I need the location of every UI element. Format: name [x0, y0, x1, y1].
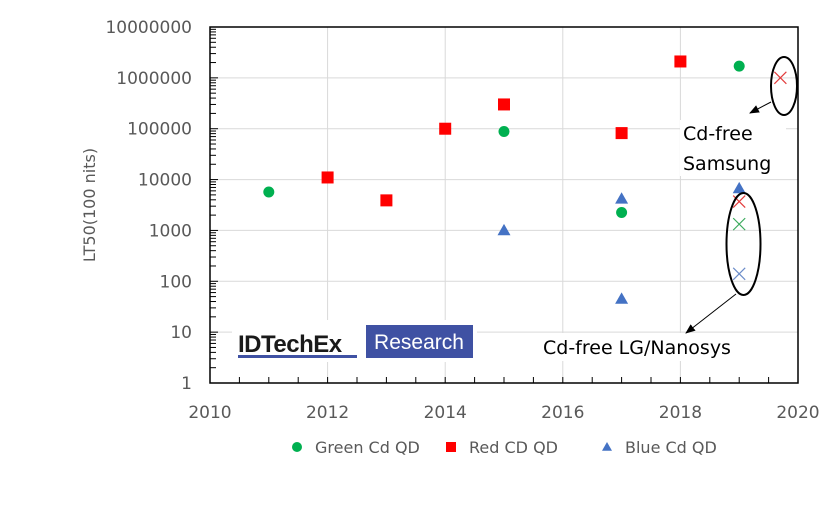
idtechex-logo: IDTechEx Research — [232, 320, 477, 362]
blue-cd-qd-point — [615, 292, 629, 304]
legend-marker-square — [446, 442, 456, 452]
legend: Green Cd QD Red CD QD Blue Cd QD — [292, 438, 717, 457]
x-tick-label: 2018 — [659, 403, 702, 423]
y-tick-label: 1000 — [149, 221, 192, 241]
annotation-lg-bg — [540, 333, 764, 361]
legend-marker-circle — [292, 442, 302, 452]
logo-name: IDTechEx — [238, 331, 343, 358]
y-tick-label: 10000 — [138, 171, 192, 191]
x-tick-label: 2016 — [541, 403, 584, 423]
legend-label: Green Cd QD — [315, 438, 420, 457]
lg-callout-ellipse — [725, 192, 762, 296]
x-tick-label: 2020 — [776, 403, 819, 423]
x-tick-label: 2010 — [188, 403, 231, 423]
x-tick-label: 2014 — [424, 403, 467, 423]
y-tick-label: 10 — [170, 323, 192, 343]
green-cd-qd-point — [616, 207, 628, 219]
legend-item-green-cd-qd: Green Cd QD — [292, 438, 420, 457]
red-cd-qd-point — [380, 194, 393, 207]
samsung-callout-ellipse — [770, 56, 798, 116]
red-cd-qd-point — [439, 122, 452, 135]
annotation-samsung-bg — [680, 120, 786, 176]
red-cd-qd-point — [498, 98, 510, 111]
legend-marker-triangle — [602, 442, 612, 451]
annotation-samsung: Cd-free Samsung — [680, 120, 786, 176]
red-cd-qd-point — [674, 55, 687, 68]
legend-label: Red CD QD — [469, 438, 558, 457]
annotation-samsung-line2: Samsung — [683, 153, 771, 175]
annotation-samsung-line1: Cd-free — [683, 123, 753, 145]
blue-cd-qd-point — [497, 223, 511, 236]
x-tick-label: 2012 — [306, 403, 349, 423]
annotation-lg-text: Cd-free LG/Nanosys — [543, 337, 731, 359]
lg-callout-arrow — [685, 293, 737, 334]
legend-item-red-cd-qd: Red CD QD — [446, 438, 558, 457]
cd-free-green-x-point — [732, 217, 746, 231]
green-cd-qd-point — [733, 60, 745, 72]
x-marker-stroke — [732, 195, 746, 208]
x-axis-ticks: 2010 2012 2014 2016 2018 2020 — [188, 377, 820, 423]
red-cd-qd-point — [615, 127, 628, 140]
green-cd-qd-point — [498, 126, 510, 138]
y-tick-label: 100 — [160, 272, 192, 292]
y-tick-label: 100000 — [127, 120, 192, 140]
x-marker-stroke — [732, 267, 746, 281]
green-cd-qd-point — [263, 186, 275, 198]
logo-tag-box — [366, 325, 473, 358]
y-axis-ticks: 1 10 100 1000 10000 100000 1000000 10000000 — [105, 18, 218, 394]
y-tick-label: 1000000 — [116, 69, 192, 89]
red-cd-qd-point — [321, 171, 334, 184]
annotation-lg: Cd-free LG/Nanosys — [540, 333, 764, 361]
blue-cd-qd-point — [732, 181, 746, 194]
data-points — [263, 55, 746, 304]
logo-underline — [238, 355, 357, 358]
y-axis-title: LT50(100 nits) — [80, 148, 99, 262]
legend-label: Blue Cd QD — [625, 438, 717, 457]
cd-free-red-x-point — [773, 71, 787, 85]
x-marker-stroke — [773, 71, 787, 85]
cd-free-blue-x-point — [732, 267, 746, 281]
y-tick-label: 1 — [181, 374, 192, 394]
logo-tag: Research — [374, 331, 464, 354]
blue-cd-qd-point — [615, 192, 629, 204]
y-tick-label: 10000000 — [105, 18, 192, 38]
samsung-callout-arrow — [749, 101, 772, 114]
x-marker-stroke — [732, 217, 746, 231]
legend-item-blue-cd-qd: Blue Cd QD — [602, 438, 717, 457]
